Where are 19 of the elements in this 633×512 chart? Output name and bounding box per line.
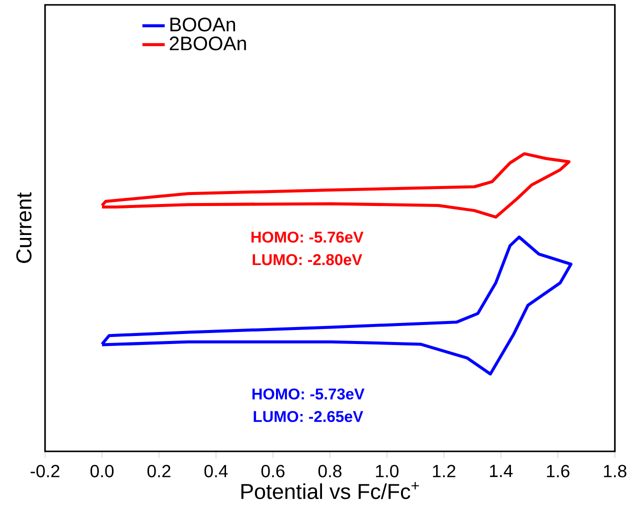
annotation: LUMO: -2.65eV: [254, 410, 364, 422]
x-tick-label: 0.6: [261, 464, 284, 478]
x-tick-label: 0.2: [147, 464, 170, 478]
annotation: HOMO: -5.76eV: [251, 232, 364, 243]
x-tick-label: 1.0: [376, 464, 399, 478]
annotation: HOMO: -5.73eV: [252, 388, 364, 400]
x-axis-title: Potential vs Fc/Fc$^{+}$: [241, 482, 419, 500]
x-tick-label: 0.0: [90, 464, 114, 478]
x-tick-label: 0.4: [204, 464, 228, 478]
x-tick-label: 1.2: [433, 464, 456, 478]
y-axis-title: Current: [16, 192, 32, 263]
legend-label: 2BOOAn: [170, 36, 246, 50]
x-tick-label: 1.8: [604, 464, 626, 478]
x-tick-label: 0.8: [318, 464, 342, 478]
x-tick-label: 1.6: [547, 464, 570, 478]
x-tick-label: 1.4: [490, 464, 513, 477]
annotation: LUMO: -2.80eV: [252, 254, 362, 266]
x-tick-label: -0.2: [30, 464, 60, 478]
legend-label: BOOAn: [170, 18, 236, 32]
